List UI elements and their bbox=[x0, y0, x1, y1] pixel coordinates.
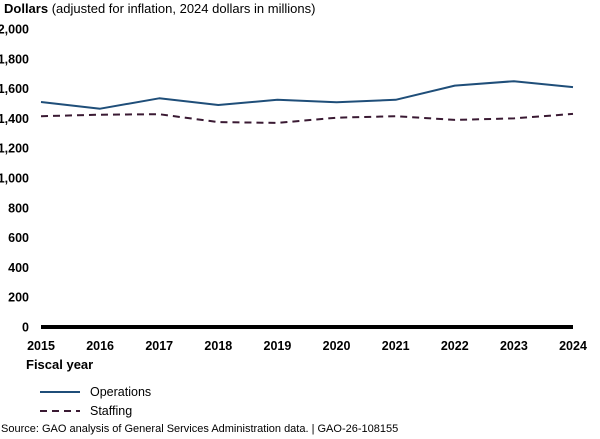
y-tick-label: 1,000 bbox=[0, 172, 29, 186]
source-note: Source: GAO analysis of General Services… bbox=[1, 423, 399, 435]
y-tick-label: 1,800 bbox=[0, 52, 29, 66]
x-tick-label: 2022 bbox=[441, 339, 469, 353]
y-tick-label: 1,600 bbox=[0, 82, 29, 96]
legend-item-staffing: Staffing bbox=[40, 401, 151, 420]
x-tick-label: 2023 bbox=[500, 339, 528, 353]
y-tick-label: 2,000 bbox=[0, 23, 29, 37]
y-tick-label: 600 bbox=[8, 231, 29, 245]
x-tick-label: 2015 bbox=[27, 339, 55, 353]
series-line-staffing bbox=[40, 112, 574, 124]
x-tick-label: 2017 bbox=[145, 339, 173, 353]
y-axis-title-rest: (adjusted for inflation, 2024 dollars in… bbox=[48, 1, 316, 16]
x-tick-label: 2016 bbox=[86, 339, 114, 353]
series-line-operations bbox=[40, 80, 574, 110]
y-tick-label: 1,200 bbox=[0, 142, 29, 156]
legend-label-operations: Operations bbox=[90, 384, 152, 399]
legend: Operations Staffing bbox=[40, 382, 151, 420]
x-tick-label: 2018 bbox=[204, 339, 232, 353]
x-axis-title: Fiscal year bbox=[26, 357, 94, 372]
x-tick-label: 2019 bbox=[264, 339, 292, 353]
x-tick-label: 2024 bbox=[559, 339, 587, 353]
y-tick-label: 400 bbox=[8, 261, 29, 275]
y-tick-label: 800 bbox=[8, 201, 29, 215]
y-axis-title-bold: Dollars bbox=[4, 1, 49, 16]
x-tick-label: 2021 bbox=[382, 339, 410, 353]
y-tick-label: 1,400 bbox=[0, 112, 29, 126]
line-chart: 2,000 1,800 1,600 1,400 1,200 1,000 800 600 400 2… bbox=[0, 23, 587, 354]
legend-swatch-operations bbox=[40, 390, 80, 393]
legend-item-operations: Operations bbox=[40, 382, 151, 401]
y-axis-title: Dollars (adjusted for inflation, 2024 do… bbox=[4, 1, 315, 16]
y-tick-label: 200 bbox=[8, 291, 29, 305]
legend-swatch-staffing bbox=[40, 409, 80, 412]
y-tick-label: 0 bbox=[22, 321, 29, 335]
legend-label-staffing: Staffing bbox=[90, 403, 133, 418]
x-tick-label: 2020 bbox=[323, 339, 351, 353]
